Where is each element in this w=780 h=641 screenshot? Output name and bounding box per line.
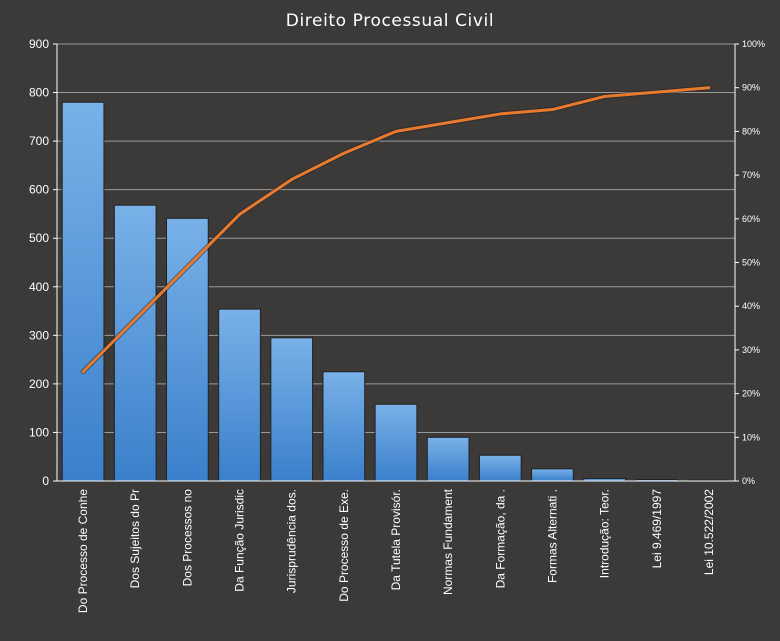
y-right-tick-label: 50% <box>742 258 760 268</box>
y-right-tick-label: 0% <box>742 476 755 486</box>
x-tick-label: Da Tutela Provisór. <box>389 489 403 590</box>
y-left-tick-label: 500 <box>29 231 49 245</box>
y-left-tick-label: 300 <box>29 328 49 342</box>
y-right-tick-label: 60% <box>742 214 760 224</box>
y-right-tick-label: 40% <box>742 301 760 311</box>
y-left-tick-label: 100 <box>29 425 49 439</box>
bar <box>270 337 314 482</box>
y-left-tick-label: 400 <box>29 280 49 294</box>
y-left-tick-label: 600 <box>29 183 49 197</box>
x-tick-label: Normas Fundament <box>441 488 455 595</box>
y-left-tick-label: 200 <box>29 377 49 391</box>
x-tick-label: Lei 9.469/1997 <box>650 489 664 569</box>
gridlines <box>57 43 735 433</box>
axis-labels: 0 100 200 300 400 500 600 700 800 900 0% 10% 20% 30% 4… <box>29 37 765 613</box>
y-right-tick-label: 30% <box>742 345 760 355</box>
cumulative-line-path <box>81 86 711 374</box>
y-right-tick-label: 90% <box>742 83 760 93</box>
x-tick-label: Da Função Jurisdic <box>233 489 247 592</box>
bar <box>426 436 470 482</box>
y-left-tick-label: 800 <box>29 86 49 100</box>
x-tick-label: Dos Sujeitos do Pr <box>128 489 142 588</box>
x-tick-label: Dos Processos no <box>180 489 194 587</box>
bars <box>61 101 731 482</box>
bar <box>322 371 366 482</box>
y-right-tick-label: 20% <box>742 389 760 399</box>
x-tick-label: Jurisprudência dos. <box>285 489 299 593</box>
y-left-tick-label: 900 <box>29 37 49 51</box>
x-tick-label: Do Processo de Exe. <box>337 489 351 602</box>
bar <box>113 204 157 482</box>
y-left-tick-label: 0 <box>42 474 49 488</box>
bar <box>218 308 261 482</box>
y-right-tick-label: 100% <box>742 39 765 49</box>
x-tick-label: Do Processo de Conhe <box>76 489 90 613</box>
y-right-tick-label: 80% <box>742 126 760 136</box>
x-tick-label: Formas Alternati . <box>545 489 559 583</box>
chart-title: Direito Processual Civil <box>286 11 494 31</box>
x-tick-label: Introdução: Teor. <box>598 489 612 578</box>
cumulative-line <box>80 85 712 375</box>
bar <box>531 468 574 482</box>
y-left-tick-label: 700 <box>29 134 49 148</box>
x-tick-label: Lei 10.522/2002 <box>702 489 716 575</box>
bar <box>478 454 522 482</box>
y-right-tick-label: 70% <box>742 170 760 180</box>
bar <box>374 403 418 482</box>
bar <box>166 217 209 482</box>
y-right-tick-label: 10% <box>742 432 760 442</box>
x-tick-label: Da Formação, da . <box>493 489 507 588</box>
axes <box>53 43 739 482</box>
bar <box>61 101 105 482</box>
